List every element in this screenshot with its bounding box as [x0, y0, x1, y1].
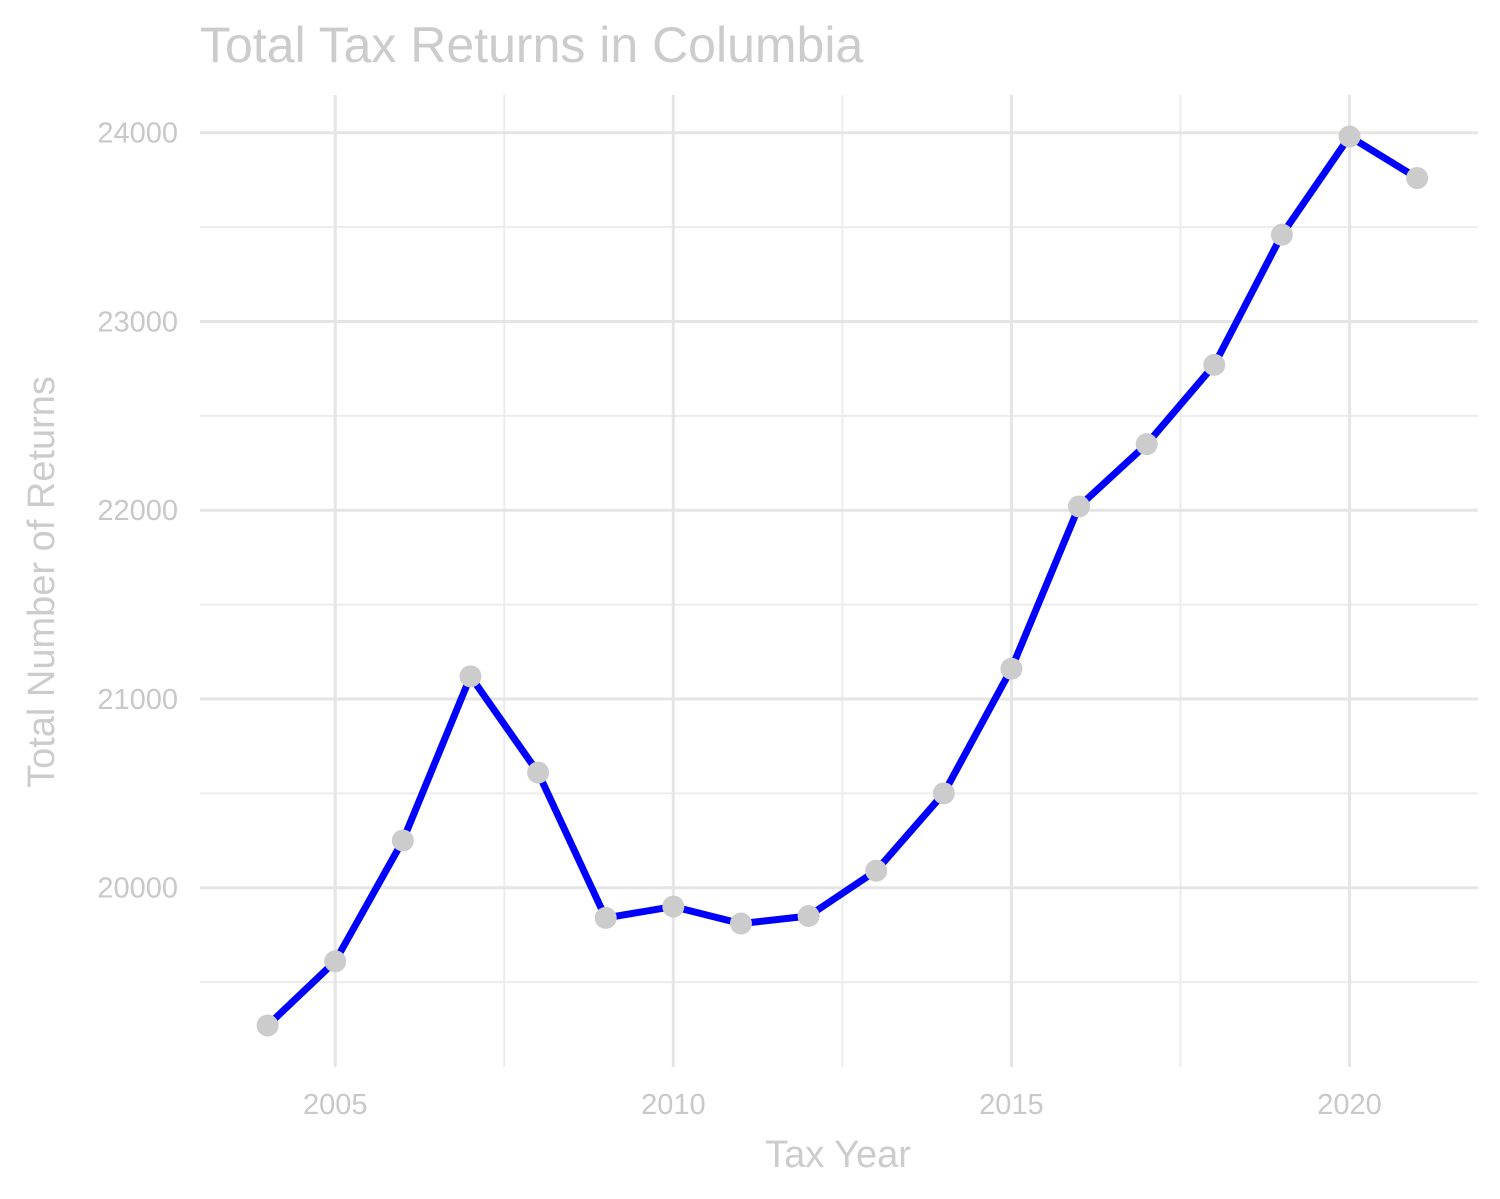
- data-point: [729, 912, 752, 935]
- data-point: [391, 829, 414, 852]
- data-point: [1203, 353, 1226, 376]
- chart-title: Total Tax Returns in Columbia: [200, 17, 863, 73]
- data-point: [1000, 657, 1023, 680]
- y-tick-label: 22000: [97, 495, 178, 527]
- grid: [200, 95, 1478, 1067]
- data-point: [459, 665, 482, 688]
- y-tick-label: 23000: [97, 306, 178, 338]
- data-point: [1068, 495, 1091, 518]
- x-tick-label: 2020: [1317, 1089, 1382, 1121]
- data-point: [527, 761, 550, 784]
- y-tick-label: 21000: [97, 684, 178, 716]
- x-tick-labels: 2005 2010 2015 2020: [303, 1089, 1382, 1121]
- y-tick-label: 24000: [97, 118, 178, 150]
- data-point: [932, 782, 955, 805]
- data-point: [1270, 223, 1293, 246]
- y-tick-label: 20000: [97, 873, 178, 905]
- series-line: [265, 133, 1419, 1029]
- series-line-group: [265, 133, 1419, 1029]
- data-points: [256, 125, 1429, 1037]
- x-tick-label: 2010: [641, 1089, 706, 1121]
- data-point: [1135, 433, 1158, 456]
- y-tick-labels: 20000 21000 22000 23000 24000: [97, 118, 178, 905]
- data-point: [662, 895, 685, 918]
- data-point: [797, 905, 820, 928]
- x-axis-title: Tax Year: [765, 1134, 911, 1176]
- data-point: [1338, 125, 1361, 148]
- data-point: [594, 906, 617, 929]
- data-point: [256, 1014, 279, 1037]
- x-tick-label: 2005: [303, 1089, 368, 1121]
- data-point: [865, 859, 888, 882]
- x-tick-label: 2015: [979, 1089, 1044, 1121]
- data-point: [1406, 167, 1429, 190]
- data-point: [324, 950, 347, 973]
- y-axis-title: Total Number of Returns: [21, 376, 63, 788]
